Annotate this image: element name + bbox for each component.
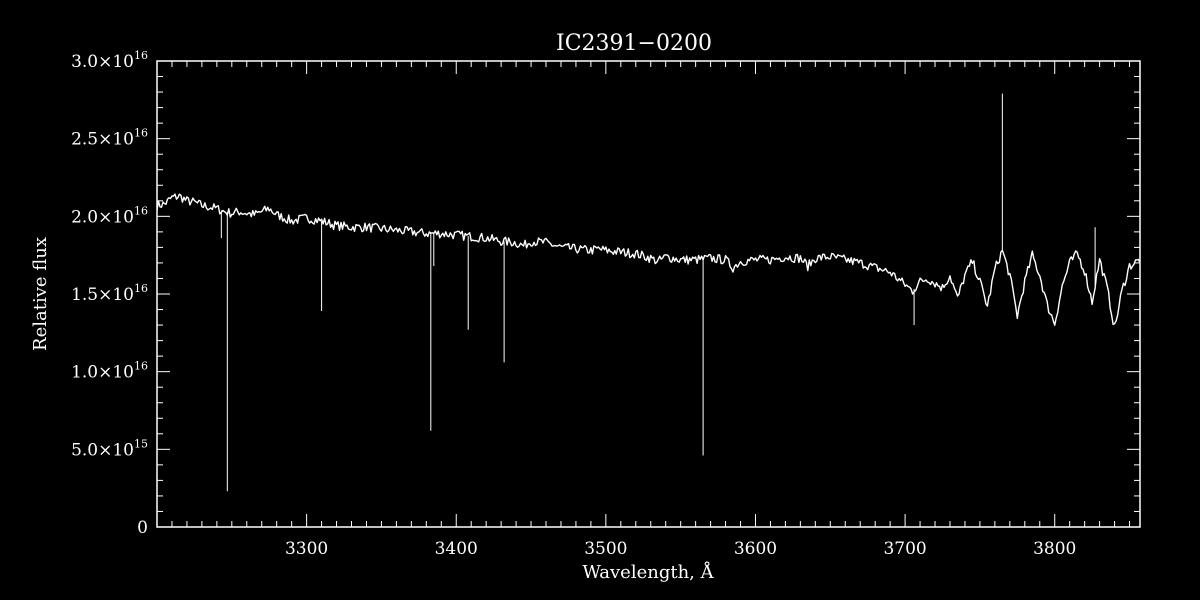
x-tick-labels: 3300 3400 3500 3600 3700 3800 xyxy=(285,539,1076,559)
y-tick-label: 3.0×1016 xyxy=(71,49,148,72)
x-tick-label: 3700 xyxy=(883,539,926,559)
x-tick-label: 3400 xyxy=(435,539,478,559)
y-tick-label: 5.0×1015 xyxy=(71,437,148,460)
spectrum-line xyxy=(156,193,1141,326)
y-tick-label: 2.0×1016 xyxy=(71,204,148,227)
y-tick-label: 1.0×1016 xyxy=(71,360,148,383)
y-tick-labels: 0 5.0×1015 1.0×1016 1.5×1016 2.0×1016 2.5×101… xyxy=(71,49,148,538)
x-axis-label: Wavelength, Å xyxy=(582,561,714,583)
y-tick-label: 0 xyxy=(137,518,148,538)
y-tick-label: 1.5×1016 xyxy=(71,282,148,305)
x-tick-label: 3600 xyxy=(734,539,777,559)
chart-title: IC2391−0200 xyxy=(556,31,712,56)
x-tick-label: 3800 xyxy=(1033,539,1076,559)
x-tick-label: 3300 xyxy=(285,539,328,559)
y-tick-label: 2.5×1016 xyxy=(71,127,148,150)
y-axis-label: Relative flux xyxy=(30,237,51,351)
plot-area xyxy=(156,93,1141,492)
plot-frame xyxy=(156,60,1141,528)
x-tick-label: 3500 xyxy=(584,539,627,559)
axis-ticks xyxy=(156,60,1140,528)
